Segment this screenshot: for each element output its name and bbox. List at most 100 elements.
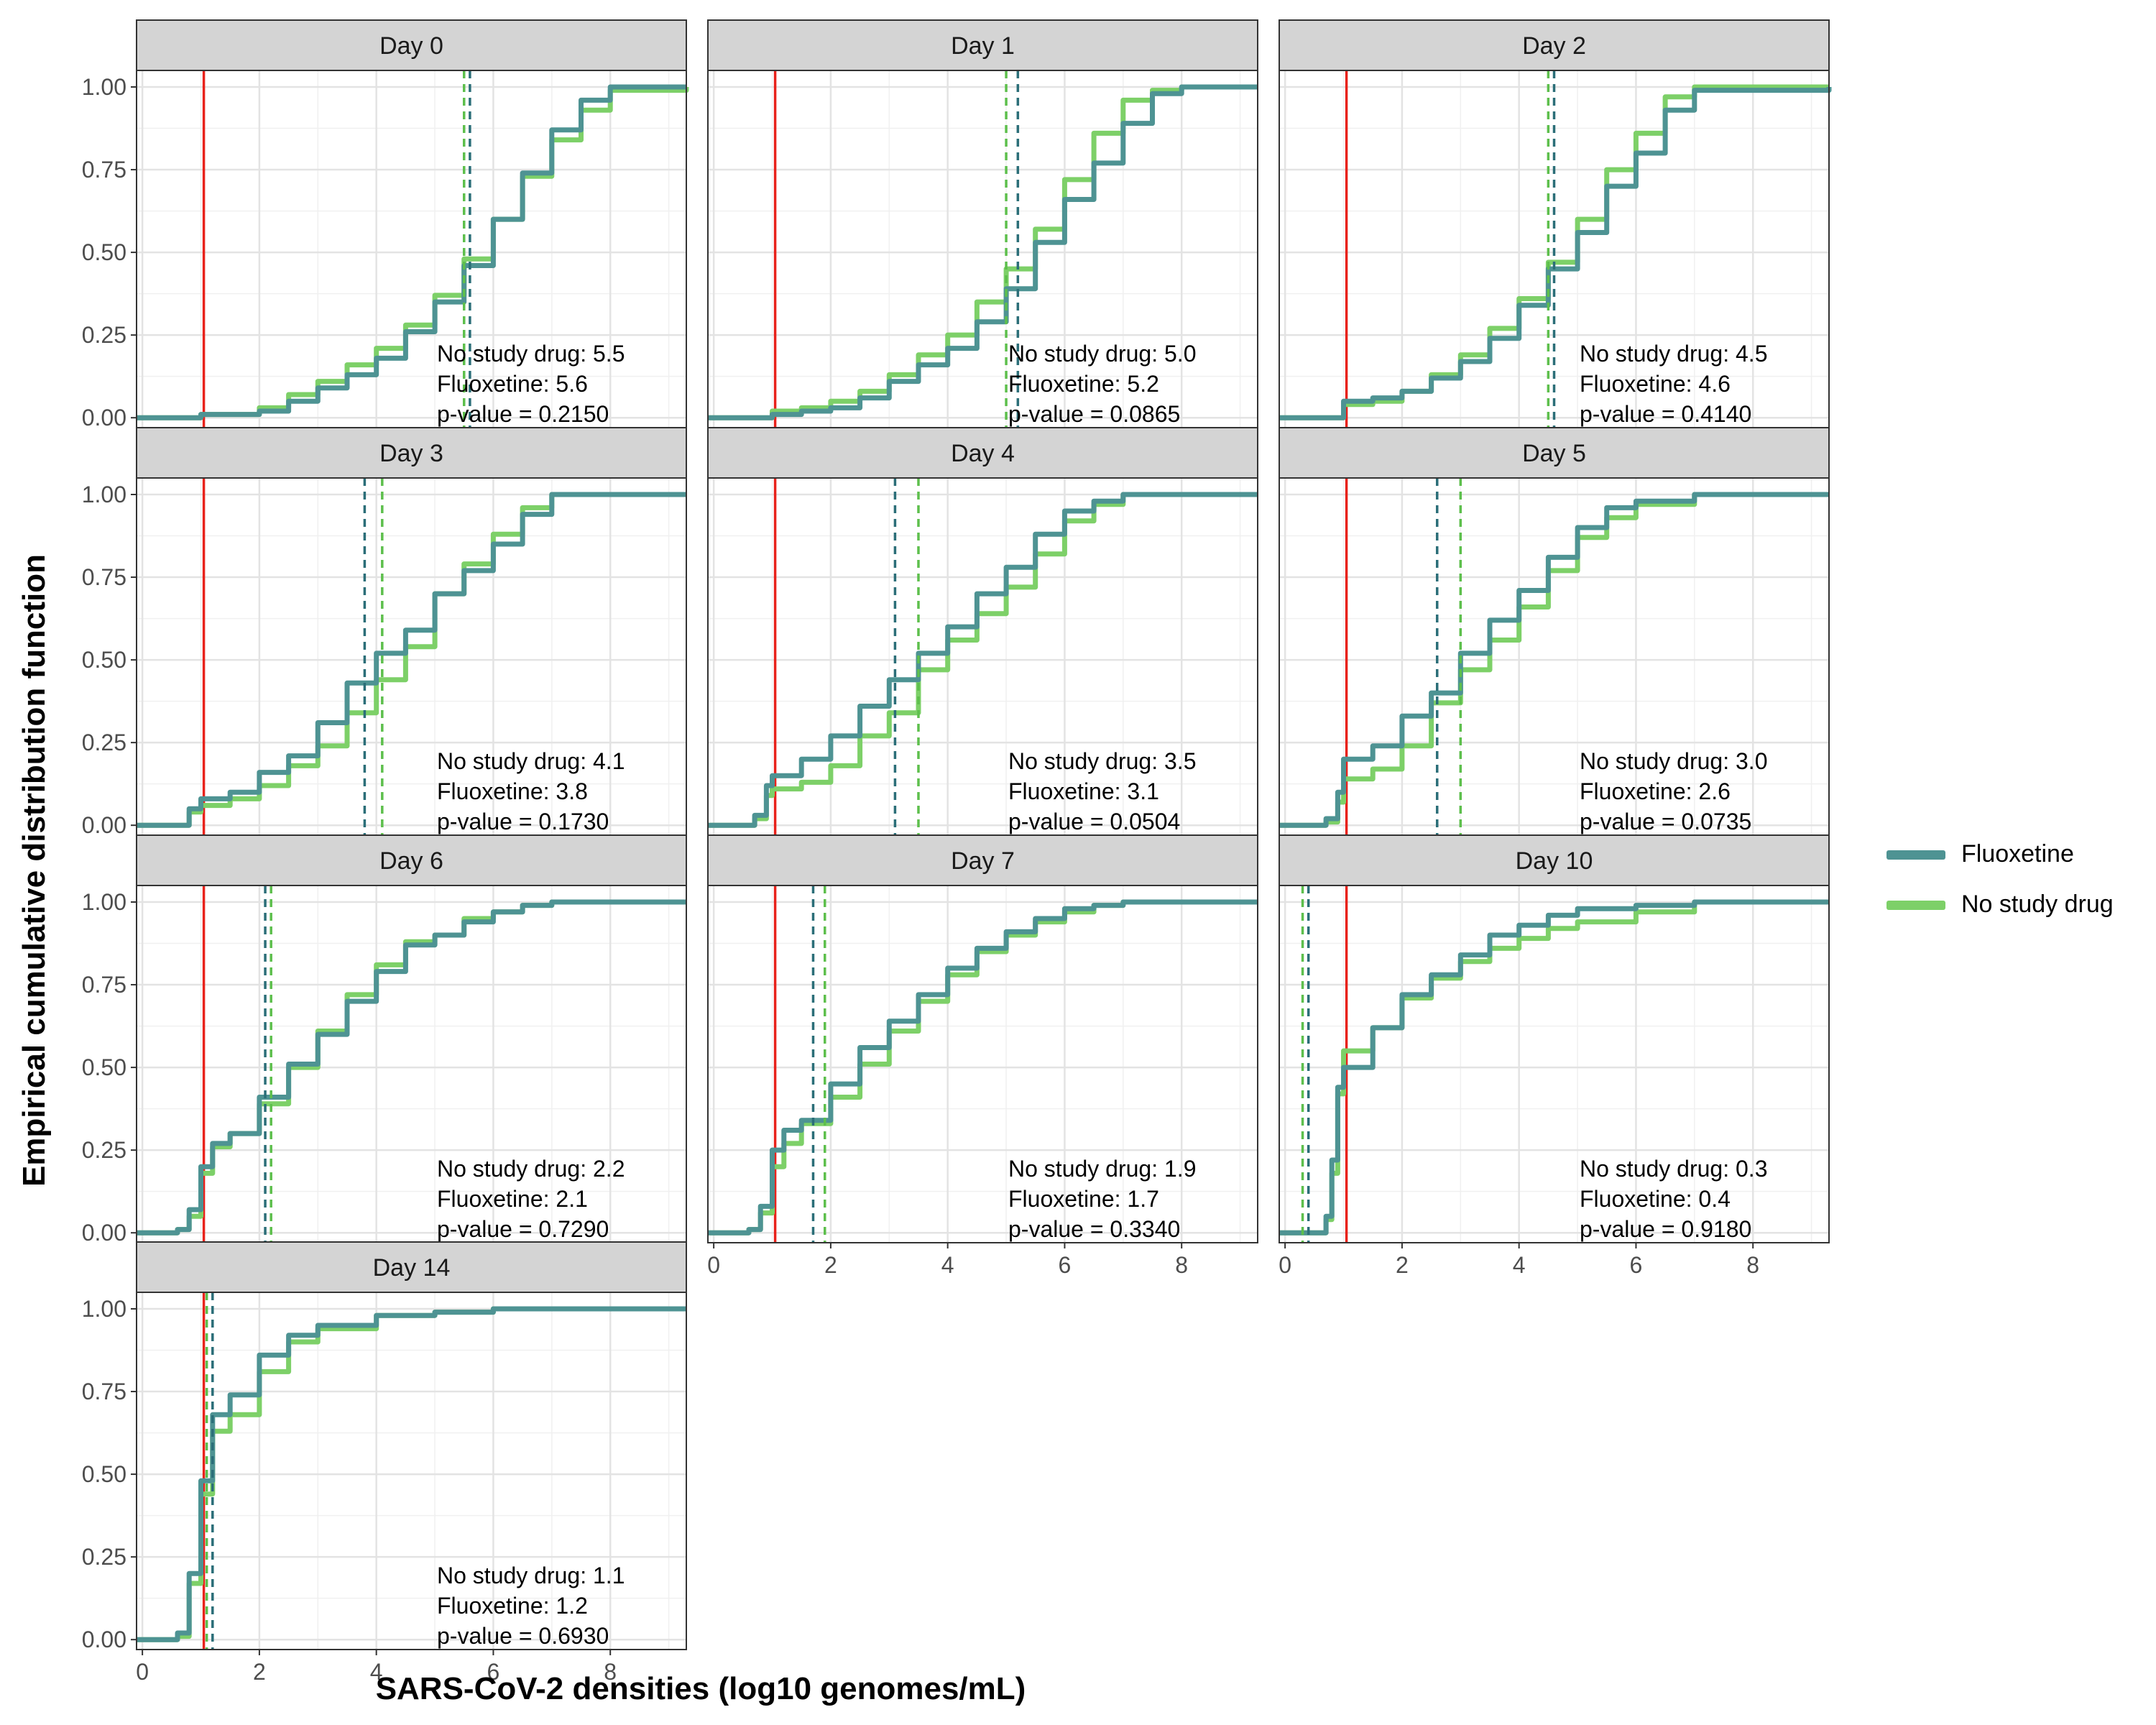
y-tick-label: 1.00 — [82, 889, 126, 915]
x-tick-label: 8 — [1175, 1252, 1188, 1278]
panel-border — [136, 1292, 687, 1650]
annotation-line: No study drug: 5.5 — [437, 341, 625, 367]
legend-label-fluoxetine: Fluoxetine — [1961, 840, 2074, 868]
y-tick-label: 0.75 — [82, 564, 126, 590]
annotation-line: p-value = 0.3340 — [1008, 1216, 1180, 1242]
x-tick-label: 6 — [1630, 1252, 1643, 1278]
annotation-line: No study drug: 3.5 — [1008, 748, 1196, 774]
y-tick-label: 0.50 — [82, 1054, 126, 1080]
annotation-line: Fluoxetine: 3.1 — [1008, 778, 1159, 804]
legend-key-fluoxetine — [1886, 850, 1945, 860]
y-tick-label: 1.00 — [82, 74, 126, 100]
annotation-line: No study drug: 2.2 — [437, 1156, 625, 1182]
panel-strip — [136, 427, 687, 479]
plot-background — [708, 478, 1258, 835]
y-tick-label: 0.75 — [82, 157, 126, 183]
panel-strip — [1279, 834, 1830, 886]
annotation-line: p-value = 0.0865 — [1008, 401, 1180, 427]
legend-key-no-study-drug — [1886, 901, 1945, 910]
panel-strip — [707, 19, 1258, 71]
x-tick-label: 6 — [487, 1659, 500, 1685]
annotation-line: Fluoxetine: 5.6 — [437, 371, 588, 397]
x-tick-label: 2 — [253, 1659, 266, 1685]
panel-title: Day 1 — [951, 32, 1015, 60]
y-axis-label: Empirical cumulative distribution functi… — [17, 553, 52, 1187]
annotation-line: No study drug: 1.1 — [437, 1563, 625, 1588]
ecdf-line-no-study-drug — [137, 87, 689, 420]
y-tick-label: 0.25 — [82, 1137, 126, 1163]
plot-background — [137, 1292, 686, 1650]
panel-border — [707, 885, 1258, 1243]
x-tick-label: 4 — [370, 1659, 383, 1685]
ecdf-line-fluoxetine — [708, 899, 1258, 1236]
plot-background — [708, 70, 1258, 428]
annotation-line: Fluoxetine: 5.2 — [1008, 371, 1159, 397]
annotation-line: p-value = 0.9180 — [1580, 1216, 1751, 1242]
x-tick-label: 4 — [1513, 1252, 1526, 1278]
panel-day-10: Day 10 No study drug: 0.3 Fluoxetine: 0.4 p… — [1279, 834, 1830, 1278]
annotation-line: No study drug: 3.0 — [1580, 748, 1767, 774]
panel-day-0: Day 0 No study drug: 5.5 Fluoxetine: 5.6 p-… — [82, 19, 689, 431]
ecdf-line-fluoxetine — [708, 492, 1258, 828]
plot-background — [137, 478, 686, 835]
annotation-line: No study drug: 4.5 — [1580, 341, 1767, 367]
annotation-line: Fluoxetine: 1.2 — [437, 1593, 588, 1619]
panel-day-2: Day 2 No study drug: 4.5 Fluoxetine: 4.6 p-… — [1279, 19, 1832, 428]
y-tick-label: 0.25 — [82, 730, 126, 755]
annotation-line: Fluoxetine: 2.1 — [437, 1186, 588, 1212]
y-tick-label: 0.50 — [82, 239, 126, 265]
plot-background — [708, 886, 1258, 1243]
annotation-line: p-value = 0.7290 — [437, 1216, 609, 1242]
ecdf-line-fluoxetine — [137, 84, 686, 420]
ecdf-line-fluoxetine — [708, 84, 1258, 420]
ecdf-line-fluoxetine — [1279, 492, 1829, 828]
annotation-line: p-value = 0.2150 — [437, 401, 609, 427]
ecdf-line-fluoxetine — [137, 492, 686, 828]
annotation-line: No study drug: 4.1 — [437, 748, 625, 774]
panel-border — [1279, 885, 1830, 1243]
panel-day-6: Day 6 No study drug: 2.2 Fluoxetine: 2.1 p-… — [82, 834, 687, 1246]
ecdf-line-fluoxetine — [137, 1306, 686, 1642]
y-tick-label: 0.00 — [82, 405, 126, 431]
x-tick-label: 6 — [1059, 1252, 1072, 1278]
panel-day-14: Day 14 No study drug: 1.1 Fluoxetine: 1.2 p… — [82, 1241, 687, 1685]
panel-strip — [1279, 427, 1830, 479]
annotation-line: No study drug: 1.9 — [1008, 1156, 1196, 1182]
panel-title: Day 0 — [379, 32, 443, 60]
panel-title: Day 5 — [1522, 440, 1586, 467]
x-tick-label: 0 — [136, 1659, 149, 1685]
y-tick-label: 0.50 — [82, 1461, 126, 1487]
panel-strip — [1279, 19, 1830, 71]
panel-strip — [136, 1241, 687, 1293]
annotation-line: No study drug: 5.0 — [1008, 341, 1196, 367]
y-tick-label: 0.00 — [82, 1627, 126, 1652]
panel-strip — [707, 427, 1258, 479]
y-tick-label: 1.00 — [82, 1296, 126, 1322]
panel-day-1: Day 1 No study drug: 5.0 Fluoxetine: 5.2 p-… — [707, 19, 1258, 428]
annotation-line: p-value = 0.1730 — [437, 809, 609, 834]
panel-strip — [136, 19, 687, 71]
annotation-line: p-value = 0.4140 — [1580, 401, 1751, 427]
ecdf-line-fluoxetine — [1279, 87, 1832, 420]
y-tick-label: 0.75 — [82, 972, 126, 998]
annotation-line: Fluoxetine: 2.6 — [1580, 778, 1731, 804]
x-tick-label: 2 — [824, 1252, 837, 1278]
ecdf-line-fluoxetine — [1279, 899, 1829, 1236]
annotation-line: Fluoxetine: 4.6 — [1580, 371, 1731, 397]
panel-title: Day 2 — [1522, 32, 1586, 60]
y-tick-label: 0.75 — [82, 1379, 126, 1404]
y-tick-label: 0.25 — [82, 322, 126, 348]
annotation-line: p-value = 0.0504 — [1008, 809, 1180, 834]
panel-strip — [707, 834, 1258, 886]
panel-title: Day 7 — [951, 847, 1015, 875]
legend-label-no-study-drug: No study drug — [1961, 891, 2114, 918]
panel-day-5: Day 5 No study drug: 3.0 Fluoxetine: 2.6 p-… — [1279, 427, 1830, 836]
panel-day-3: Day 3 No study drug: 4.1 Fluoxetine: 3.8 p-… — [82, 427, 687, 838]
annotation-line: No study drug: 0.3 — [1580, 1156, 1767, 1182]
panel-title: Day 4 — [951, 440, 1015, 467]
panel-title: Day 6 — [379, 847, 443, 875]
panel-day-4: Day 4 No study drug: 3.5 Fluoxetine: 3.1 p-… — [707, 427, 1258, 836]
y-tick-label: 0.00 — [82, 812, 126, 838]
annotation-line: p-value = 0.0735 — [1580, 809, 1751, 834]
